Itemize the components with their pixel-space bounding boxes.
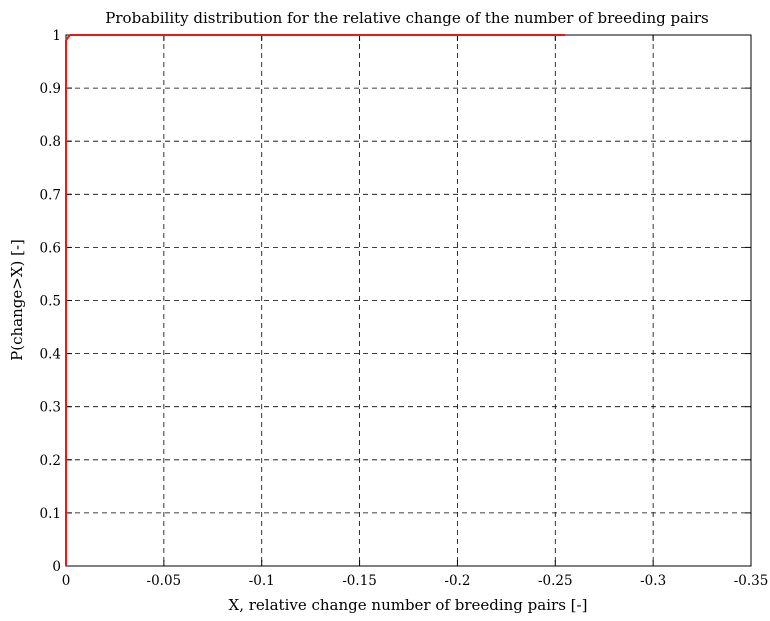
x-tick-label: 0 bbox=[62, 573, 71, 589]
y-tick-label: 0 bbox=[52, 559, 61, 575]
y-axis-label: P(change>X) [-] bbox=[8, 239, 26, 361]
y-tick-label: 0.5 bbox=[40, 294, 61, 310]
x-tick-label: -0.15 bbox=[342, 573, 377, 589]
series-layer bbox=[65, 34, 566, 566]
x-tick-label: -0.05 bbox=[147, 573, 182, 589]
x-tick-label: -0.25 bbox=[538, 573, 573, 589]
y-tick-labels: 0 0.1 0.2 0.3 0.4 0.5 0.6 0.7 0.8 0.9 1 bbox=[40, 28, 61, 575]
y-tick-label: 0.3 bbox=[40, 400, 61, 416]
chart-title: Probability distribution for the relativ… bbox=[105, 9, 708, 27]
y-tick-label: 0.2 bbox=[40, 453, 61, 469]
y-tick-label: 0.6 bbox=[40, 240, 61, 256]
grid-lines bbox=[66, 35, 751, 566]
y-tick-label: 1 bbox=[52, 28, 61, 44]
y-tick-label: 0.7 bbox=[40, 187, 61, 203]
x-tick-label: -0.2 bbox=[444, 573, 470, 589]
series-line bbox=[65, 34, 566, 566]
axis-ticks bbox=[65, 34, 752, 567]
x-tick-label: -0.1 bbox=[249, 573, 275, 589]
y-tick-label: 0.9 bbox=[40, 81, 61, 97]
x-tick-labels: 0 -0.05 -0.1 -0.15 -0.2 -0.25 -0.3 -0.35 bbox=[62, 573, 769, 589]
x-tick-label: -0.35 bbox=[734, 573, 769, 589]
x-axis-label: X, relative change number of breeding pa… bbox=[229, 596, 588, 614]
x-tick-label: -0.3 bbox=[640, 573, 666, 589]
y-tick-label: 0.1 bbox=[40, 506, 61, 522]
y-tick-label: 0.8 bbox=[40, 134, 61, 150]
y-tick-label: 0.4 bbox=[40, 347, 61, 363]
